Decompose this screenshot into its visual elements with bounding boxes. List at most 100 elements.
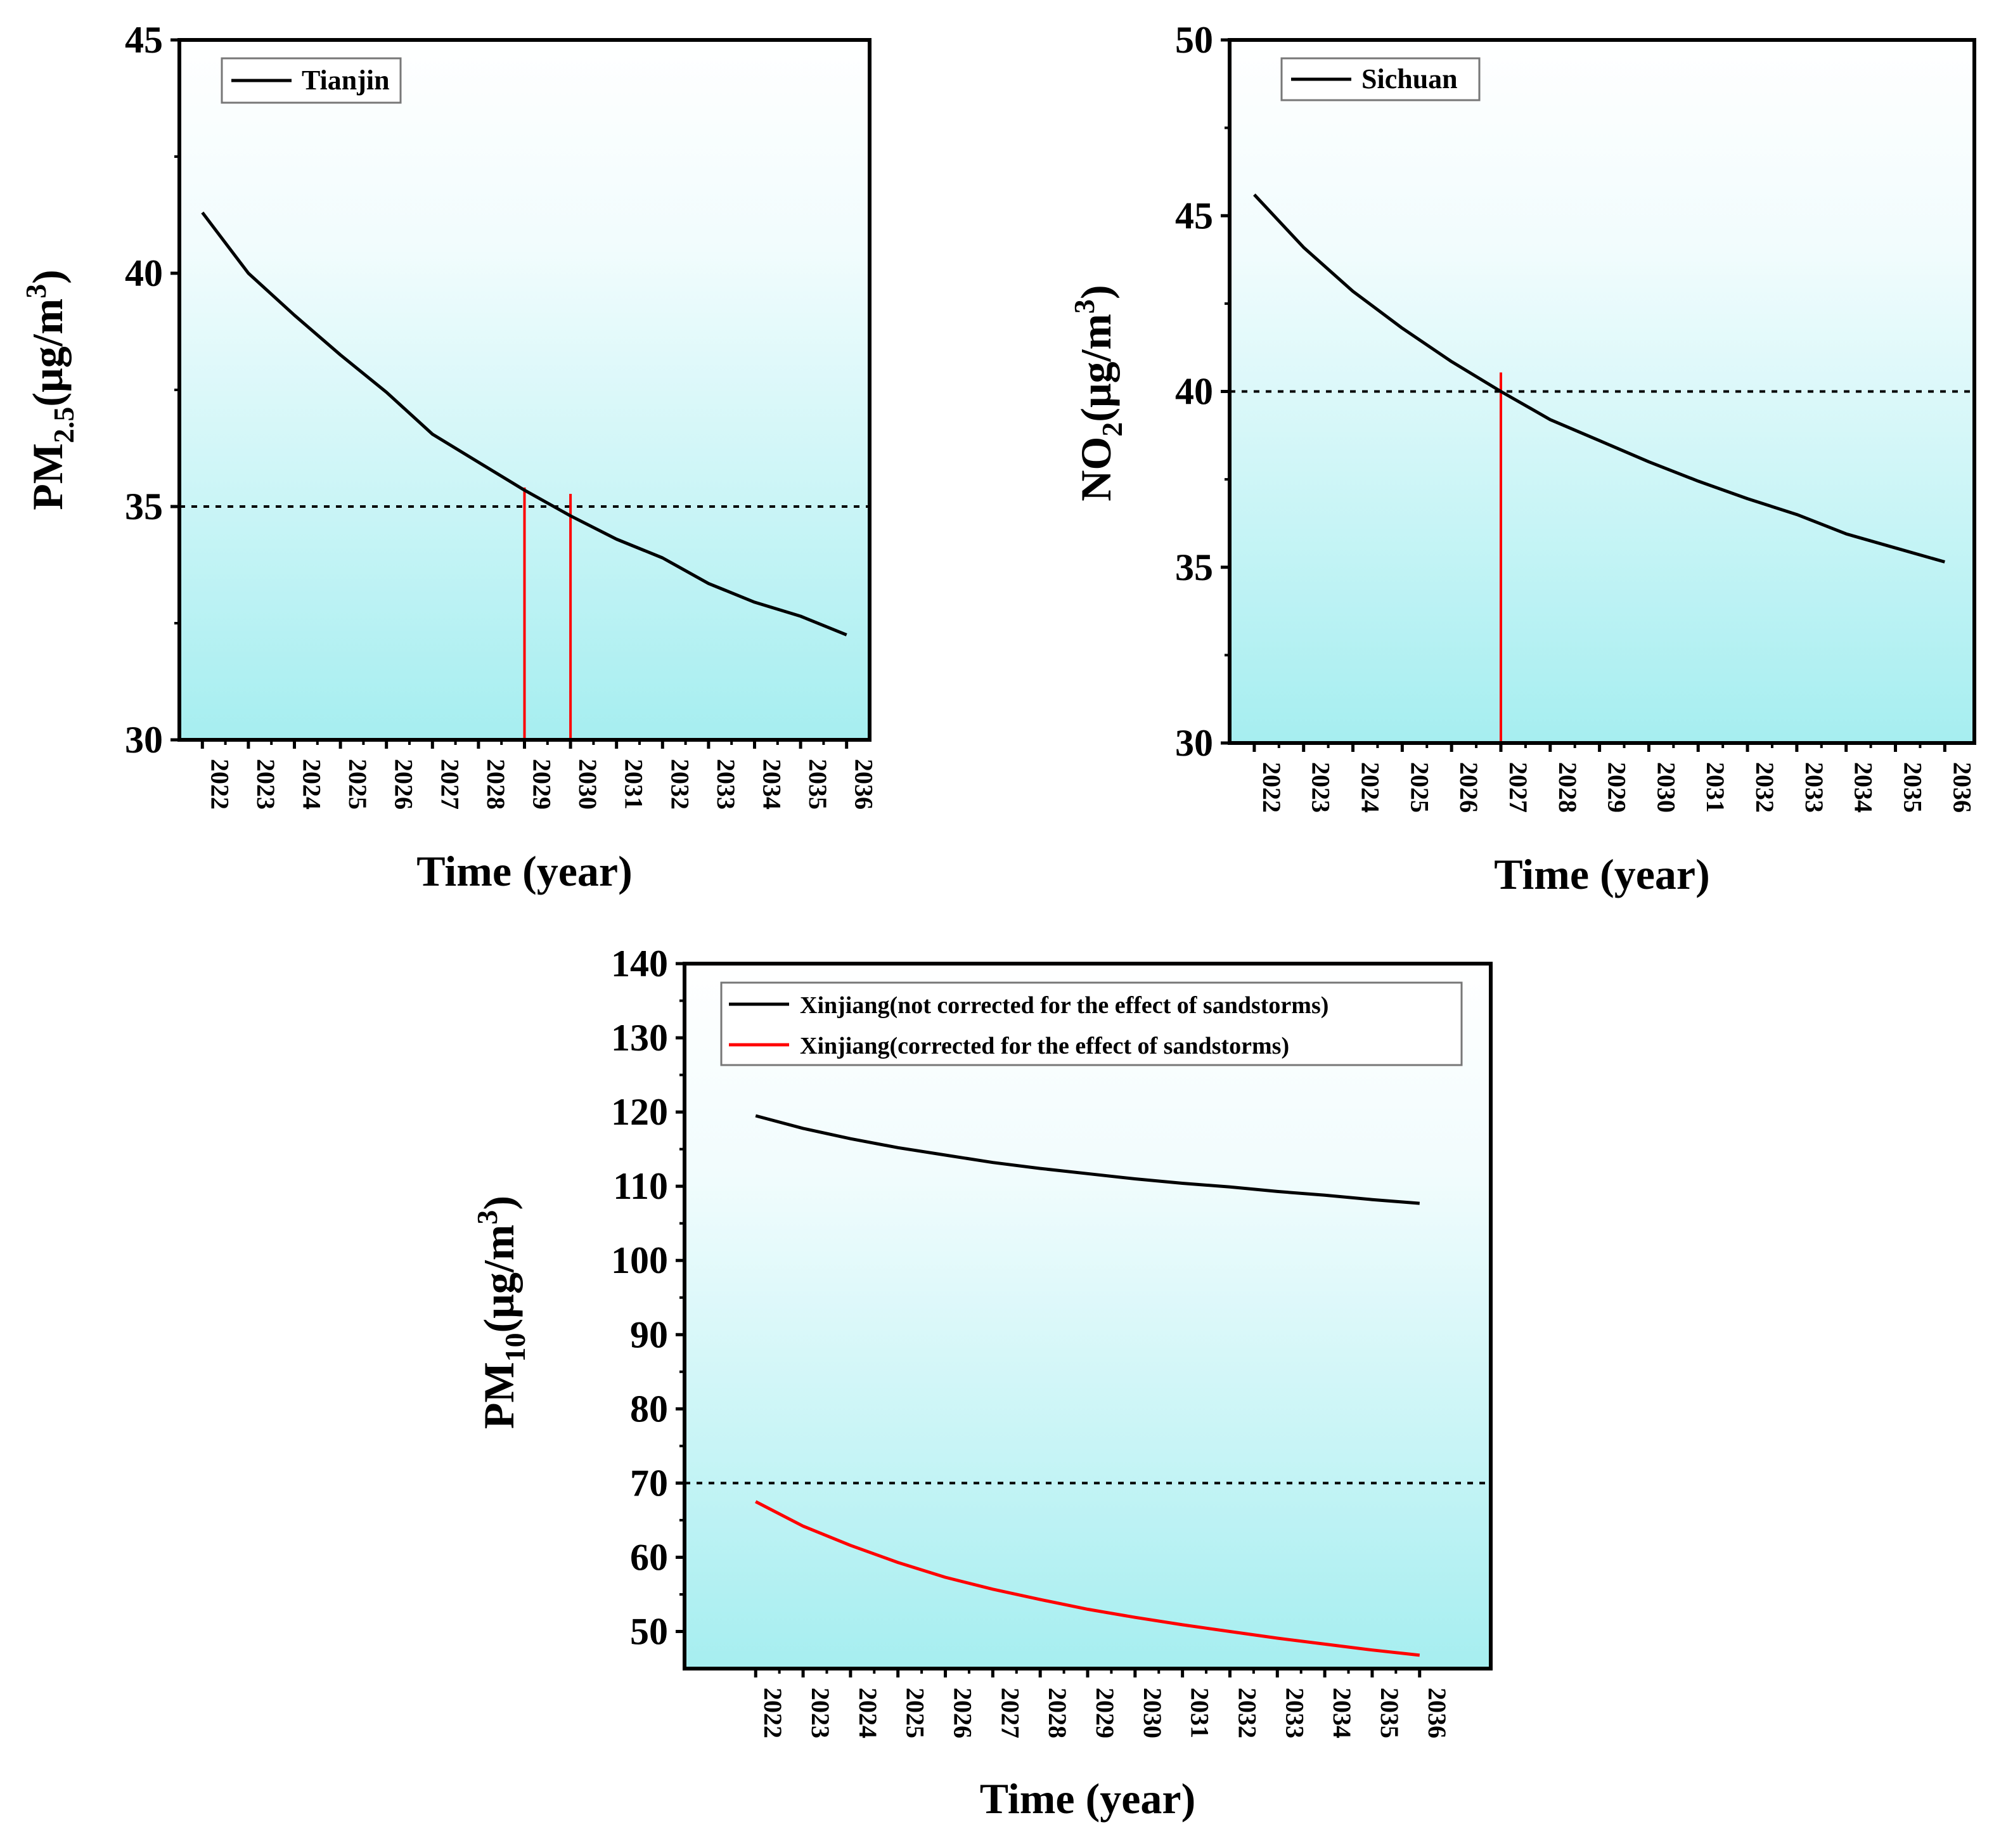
y-tick-label: 70: [630, 1462, 668, 1504]
x-tick-label: 2024: [298, 759, 326, 810]
y-axis-title-main: PM: [475, 1362, 523, 1429]
x-tick-label: 2032: [1751, 762, 1779, 813]
y-axis-title: PM2.5(μg/m3): [20, 269, 80, 510]
series-line-1: [755, 1500, 1420, 1657]
x-axis-title: Time (year): [980, 1774, 1196, 1823]
y-tick-label: 80: [630, 1388, 668, 1430]
x-tick-label: 2034: [1849, 762, 1878, 813]
x-tick-label: 2035: [804, 759, 832, 810]
x-tick-label: 2022: [1258, 762, 1286, 813]
x-tick-label: 2033: [1280, 1688, 1309, 1738]
legend: Xinjiang(not corrected for the effect of…: [720, 981, 1463, 1066]
y-tick-label: 35: [1175, 546, 1213, 588]
x-tick-label: 2029: [528, 759, 556, 810]
y-axis-title-close: ): [475, 1196, 523, 1210]
y-axis-title-superscript: 3: [471, 1210, 503, 1225]
x-tick-label: 2022: [205, 759, 234, 810]
y-tick-label: 35: [125, 486, 163, 527]
x-tick-label: 2028: [1553, 762, 1582, 813]
x-tick-label: 2026: [949, 1688, 977, 1738]
x-tick-label: 2036: [1948, 762, 1976, 813]
x-tick-label: 2024: [1356, 762, 1385, 813]
x-tick-label: 2027: [996, 1688, 1024, 1738]
x-tick-label: 2036: [850, 759, 878, 810]
y-axis-title-close: ): [1072, 285, 1120, 299]
x-tick-label: 2023: [252, 759, 280, 810]
x-axis-title: Time (year): [1494, 850, 1710, 898]
x-tick-label: 2032: [666, 759, 694, 810]
y-axis-title-close: ): [23, 269, 72, 284]
legend-label: Xinjiang(corrected for the effect of san…: [800, 1033, 1289, 1059]
x-tick-label: 2033: [712, 759, 740, 810]
x-tick-label: 2023: [1307, 762, 1335, 813]
x-tick-label: 2032: [1233, 1688, 1261, 1738]
series-line-0: [201, 211, 847, 636]
x-tick-label: 2029: [1091, 1688, 1119, 1738]
legend: Tianjin: [221, 57, 402, 104]
y-tick-label: 50: [1175, 19, 1213, 61]
y-tick-label: 90: [630, 1314, 668, 1355]
y-axis-title-unit: (μg/m: [23, 299, 72, 407]
x-tick-label: 2023: [806, 1688, 835, 1738]
y-tick-label: 110: [613, 1165, 668, 1207]
y-axis-title-main: PM: [23, 443, 72, 510]
y-tick-label: 40: [1175, 371, 1213, 413]
y-tick-label: 45: [1175, 195, 1213, 236]
y-axis-title-subscript: 10: [499, 1333, 531, 1362]
x-tick-label: 2025: [901, 1688, 930, 1738]
y-tick-label: 50: [630, 1610, 668, 1652]
x-tick-label: 2030: [1652, 762, 1680, 813]
y-tick-label: 30: [1175, 722, 1213, 764]
x-axis-title: Time (year): [416, 847, 633, 895]
x-tick-label: 2031: [1186, 1688, 1214, 1738]
y-axis-title-superscript: 3: [1068, 299, 1100, 314]
x-tick-label: 2031: [620, 759, 648, 810]
x-tick-label: 2035: [1898, 762, 1927, 813]
x-tick-label: 2028: [482, 759, 510, 810]
x-tick-label: 2027: [435, 759, 464, 810]
y-tick-label: 60: [630, 1536, 668, 1578]
legend-label: Tianjin: [302, 65, 390, 96]
x-tick-label: 2030: [1138, 1688, 1167, 1738]
x-tick-label: 2034: [758, 759, 787, 810]
y-tick-label: 130: [611, 1017, 668, 1059]
y-axis-title-superscript: 3: [20, 284, 52, 299]
y-tick-label: 100: [611, 1239, 668, 1281]
legend-label: Xinjiang(not corrected for the effect of…: [800, 992, 1328, 1019]
x-tick-label: 2031: [1701, 762, 1730, 813]
y-axis-title-main: NO: [1072, 437, 1120, 501]
x-tick-label: 2022: [759, 1688, 787, 1738]
x-tick-label: 2035: [1375, 1688, 1404, 1738]
x-tick-label: 2026: [390, 759, 418, 810]
series-line-0: [1253, 193, 1945, 564]
x-tick-label: 2026: [1455, 762, 1483, 813]
y-tick-label: 120: [611, 1091, 668, 1133]
x-tick-label: 2034: [1328, 1688, 1356, 1738]
x-tick-label: 2028: [1043, 1688, 1072, 1738]
chart-panel-xinjiang: 50 60 70 80 90 100 110 120 130 140 2022 2023 2024 202…: [471, 943, 1493, 1823]
x-tick-label: 2027: [1504, 762, 1533, 813]
y-axis-title-unit: (μg/m: [1072, 314, 1120, 422]
y-tick-label: 140: [611, 943, 668, 985]
x-tick-label: 2024: [854, 1688, 882, 1738]
chart-panel-tianjin: 30 35 40 45 2022 2023 2024 2025 2026 2027 2028 2029…: [20, 19, 878, 895]
x-tick-label: 2033: [1800, 762, 1829, 813]
legend-label: Sichuan: [1361, 63, 1458, 94]
legend-box: [720, 981, 1463, 1066]
x-tick-label: 2025: [1405, 762, 1434, 813]
legend: Sichuan: [1280, 57, 1481, 101]
x-tick-label: 2029: [1603, 762, 1631, 813]
y-axis-title-subscript: 2: [1096, 422, 1128, 437]
y-axis-title: PM10(μg/m3): [471, 1196, 531, 1429]
x-tick-label: 2030: [574, 759, 602, 810]
x-tick-label: 2025: [344, 759, 372, 810]
y-axis-title: NO2(μg/m3): [1068, 285, 1128, 501]
series-line-0: [755, 1114, 1420, 1205]
y-axis-title-unit: (μg/m: [475, 1225, 523, 1333]
x-tick-label: 2036: [1423, 1688, 1451, 1738]
y-tick-label: 40: [125, 252, 163, 294]
y-tick-label: 45: [125, 19, 163, 61]
y-axis-title-subscript: 2.5: [48, 407, 80, 444]
plot-background: [685, 964, 1491, 1669]
